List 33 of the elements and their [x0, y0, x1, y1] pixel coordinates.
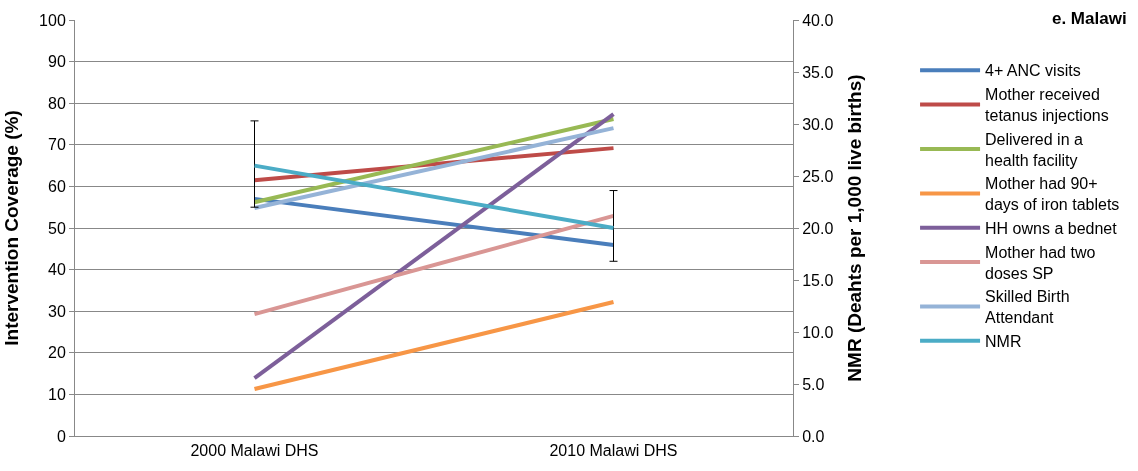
y2-tick-label: 20.0	[802, 219, 834, 237]
y2-tick-label: 40.0	[802, 11, 834, 29]
legend-label: Mother received tetanus injections	[985, 86, 1109, 125]
y-tick-label: 10	[48, 386, 66, 403]
legend-label: Mother had two doses SP	[985, 243, 1096, 282]
y-tick-label: 80	[48, 94, 66, 112]
y-tick-label: 50	[48, 219, 66, 237]
legend-label: Mother had 90+ days of iron tablets	[985, 175, 1120, 214]
legend-label: NMR	[985, 333, 1022, 351]
y-tick-label: 20	[48, 344, 66, 362]
y-tick-label: 0	[56, 427, 66, 445]
x-tick-label: 2000 Malawi DHS	[190, 442, 319, 460]
y-tick-label: 90	[48, 53, 66, 71]
y-tick-label: 30	[48, 302, 66, 320]
y2-tick-label: 25.0	[802, 167, 834, 185]
y2-tick-label: 10.0	[802, 323, 834, 341]
legend-label: Skilled Birth Attendant	[985, 288, 1070, 327]
y2-tick-label: 5.0	[802, 375, 825, 393]
legend-label: Delivered in a health facility	[985, 130, 1083, 169]
y2-tick-label: 30.0	[802, 115, 834, 133]
y2-tick-label: 35.0	[802, 63, 834, 81]
y-tick-label: 60	[48, 178, 66, 195]
legend-label: HH owns a bednet	[985, 220, 1118, 238]
y-tick-label: 40	[48, 261, 66, 279]
y-tick-label: 70	[48, 136, 66, 154]
text: e. Malawi	[1051, 8, 1127, 28]
y2-tick-label: 15.0	[802, 271, 834, 289]
legend-label: 4+ ANC visits	[985, 62, 1081, 80]
x-tick-label: 2010 Malawi DHS	[549, 442, 678, 460]
y2-axis-title: NMR (Deahts per 1,000 live births)	[844, 74, 866, 382]
y2-tick-label: 0.0	[802, 427, 825, 445]
y-axis-title: Intervention Coverage (%)	[0, 110, 22, 346]
y-tick-label: 100	[39, 11, 66, 29]
